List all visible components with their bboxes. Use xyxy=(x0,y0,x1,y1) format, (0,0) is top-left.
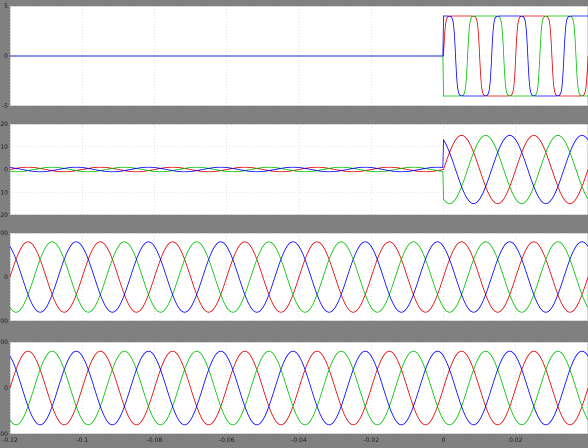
x-tick-label: -0.04 xyxy=(291,437,307,444)
x-tick-label: -0.06 xyxy=(219,437,235,444)
scope-panel-2: -20 -10 0 10 20 xyxy=(0,121,588,219)
y-tick-label: 0 xyxy=(4,274,8,281)
panel-2-series-1 xyxy=(9,134,588,205)
y-tick-label: 20 xyxy=(0,121,8,128)
scope-panel-1: -5 0 5 xyxy=(2,3,588,110)
y-tick-label: -10 xyxy=(0,189,8,196)
panel-4-series-3 xyxy=(9,350,588,426)
y-tick-label: 5 xyxy=(4,3,8,10)
y-tick-label: -400 xyxy=(0,431,8,438)
scope-panel-4: -400 0 400 xyxy=(0,339,588,438)
panel-3-series-3 xyxy=(9,241,588,313)
scope-panel-3: -400 0 400 xyxy=(0,230,588,325)
y-tick-label: 400 xyxy=(0,339,8,346)
x-tick-label: -0.1 xyxy=(76,437,88,444)
x-tick-label: 0 xyxy=(442,437,446,444)
x-tick-label: 0.02 xyxy=(509,437,523,444)
y-tick-label: -400 xyxy=(0,318,8,325)
panel-4-series-1 xyxy=(9,350,588,426)
y-tick-label: -20 xyxy=(0,212,8,219)
y-tick-label: 0 xyxy=(4,385,8,392)
panel-1-series-3 xyxy=(10,15,588,97)
x-tick-label: -0.02 xyxy=(363,437,379,444)
panel-3-series-2 xyxy=(9,241,588,313)
panel-4-series-2 xyxy=(9,350,588,426)
y-tick-label: 10 xyxy=(0,144,8,151)
panel-2-series-3 xyxy=(9,134,588,205)
y-tick-label: -5 xyxy=(2,103,8,110)
x-tick-label: -0.08 xyxy=(147,437,163,444)
x-tick-label: -0.12 xyxy=(2,437,18,444)
y-tick-label: 0 xyxy=(4,53,8,60)
y-tick-label: 0 xyxy=(4,167,8,174)
y-tick-label: 400 xyxy=(0,230,8,237)
panel-3-series-1 xyxy=(9,241,588,313)
panel-2-series-2 xyxy=(9,134,588,205)
